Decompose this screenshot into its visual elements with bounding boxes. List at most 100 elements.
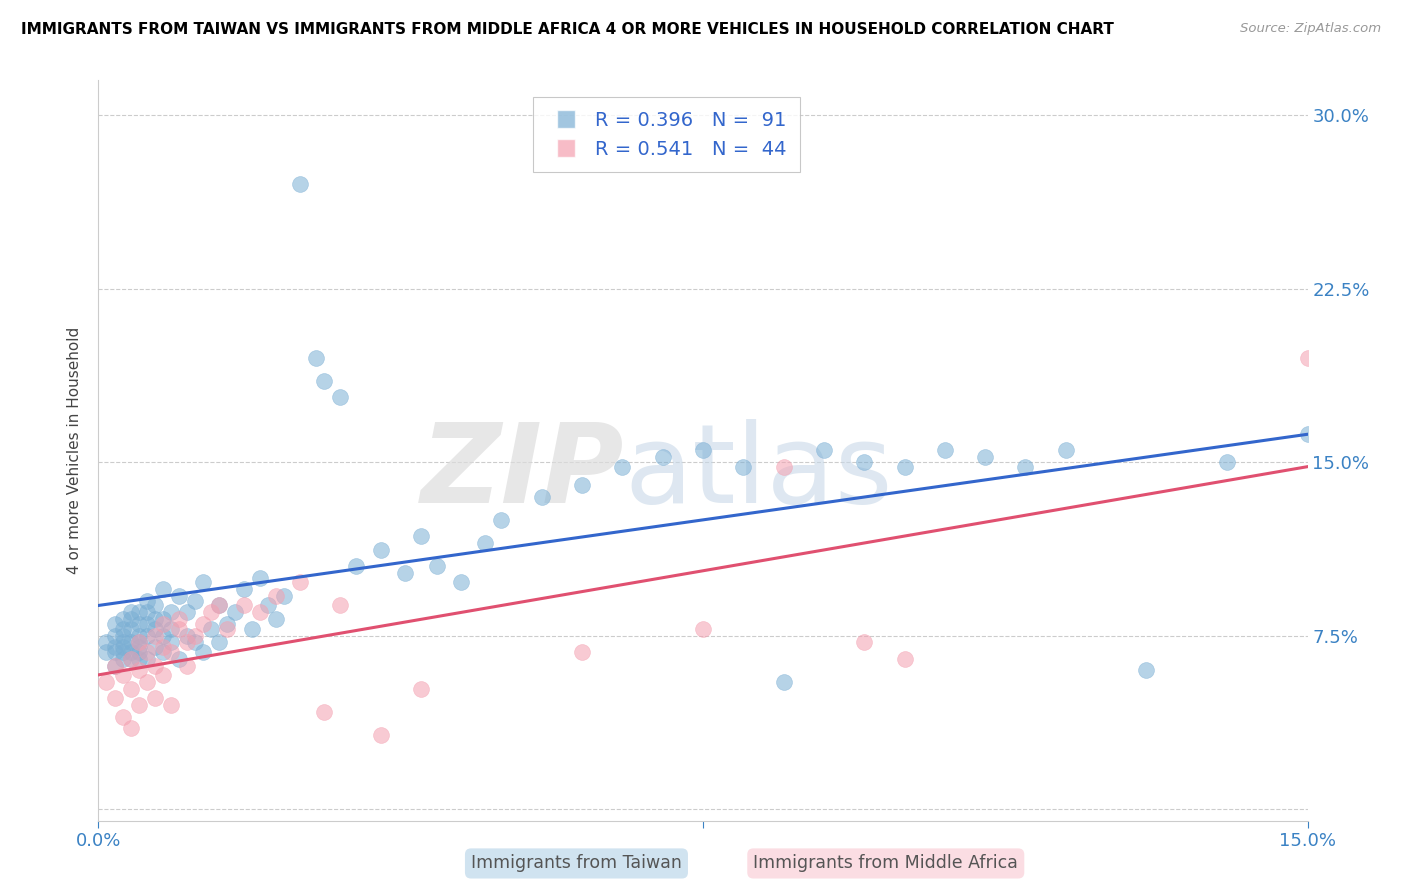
Point bbox=[474, 536, 496, 550]
Point bbox=[208, 635, 231, 649]
Point bbox=[111, 612, 134, 626]
Point bbox=[152, 640, 174, 654]
Point bbox=[128, 617, 150, 632]
Point bbox=[733, 459, 755, 474]
Point bbox=[135, 674, 157, 689]
Point bbox=[264, 589, 287, 603]
Point bbox=[208, 599, 231, 613]
Point bbox=[167, 622, 190, 636]
Point bbox=[143, 691, 166, 706]
Point bbox=[160, 698, 183, 712]
Point bbox=[1135, 663, 1157, 677]
Point bbox=[176, 606, 198, 620]
Point bbox=[120, 645, 142, 659]
Point bbox=[143, 612, 166, 626]
Point bbox=[143, 640, 166, 654]
Point bbox=[111, 651, 134, 665]
Point bbox=[167, 589, 190, 603]
Point bbox=[176, 629, 198, 643]
Point bbox=[128, 635, 150, 649]
Point bbox=[1296, 427, 1319, 442]
Point bbox=[128, 629, 150, 643]
Point bbox=[232, 599, 254, 613]
Point bbox=[111, 709, 134, 723]
Point bbox=[772, 674, 794, 689]
Point bbox=[103, 658, 125, 673]
Point bbox=[217, 617, 239, 632]
Point bbox=[813, 443, 835, 458]
Point bbox=[167, 612, 190, 626]
Point bbox=[111, 645, 134, 659]
Point bbox=[256, 599, 278, 613]
Point bbox=[135, 617, 157, 632]
Point bbox=[143, 622, 166, 636]
Point bbox=[128, 663, 150, 677]
Point bbox=[571, 645, 593, 659]
Point bbox=[143, 599, 166, 613]
Point bbox=[152, 612, 174, 626]
Point bbox=[249, 606, 271, 620]
Point bbox=[288, 575, 311, 590]
Point bbox=[344, 559, 367, 574]
Text: atlas: atlas bbox=[624, 419, 893, 526]
Point bbox=[1054, 443, 1077, 458]
Point bbox=[128, 645, 150, 659]
Point bbox=[1014, 459, 1036, 474]
Point bbox=[612, 459, 634, 474]
Point bbox=[160, 635, 183, 649]
Point bbox=[853, 635, 876, 649]
Point bbox=[152, 617, 174, 632]
Point bbox=[288, 178, 311, 192]
Legend: R = 0.396   N =  91, R = 0.541   N =  44: R = 0.396 N = 91, R = 0.541 N = 44 bbox=[533, 97, 800, 172]
Point bbox=[103, 640, 125, 654]
Point bbox=[264, 612, 287, 626]
Point bbox=[143, 658, 166, 673]
Point bbox=[120, 635, 142, 649]
Point bbox=[450, 575, 472, 590]
Point bbox=[772, 459, 794, 474]
Point bbox=[111, 640, 134, 654]
Point bbox=[160, 622, 183, 636]
Point bbox=[120, 651, 142, 665]
Point bbox=[217, 622, 239, 636]
Point bbox=[160, 645, 183, 659]
Point bbox=[394, 566, 416, 580]
Point bbox=[103, 658, 125, 673]
Point bbox=[370, 543, 392, 558]
Text: Immigrants from Taiwan: Immigrants from Taiwan bbox=[471, 855, 682, 872]
Point bbox=[128, 640, 150, 654]
Point bbox=[135, 594, 157, 608]
Text: Source: ZipAtlas.com: Source: ZipAtlas.com bbox=[1240, 22, 1381, 36]
Point bbox=[193, 645, 215, 659]
Point bbox=[103, 691, 125, 706]
Point bbox=[193, 575, 215, 590]
Point bbox=[853, 455, 876, 469]
Point bbox=[176, 635, 198, 649]
Point bbox=[224, 606, 246, 620]
Point bbox=[167, 651, 190, 665]
Point bbox=[934, 443, 956, 458]
Point bbox=[491, 513, 513, 527]
Point bbox=[128, 651, 150, 665]
Point bbox=[571, 478, 593, 492]
Point bbox=[120, 606, 142, 620]
Point bbox=[96, 635, 118, 649]
Point bbox=[135, 651, 157, 665]
Point bbox=[103, 645, 125, 659]
Point bbox=[111, 668, 134, 682]
Point bbox=[120, 651, 142, 665]
Point bbox=[152, 582, 174, 597]
Point bbox=[160, 606, 183, 620]
Point bbox=[135, 629, 157, 643]
Point bbox=[692, 443, 714, 458]
Point bbox=[232, 582, 254, 597]
Point bbox=[111, 622, 134, 636]
Point bbox=[314, 705, 336, 719]
Point bbox=[893, 459, 915, 474]
Text: IMMIGRANTS FROM TAIWAN VS IMMIGRANTS FROM MIDDLE AFRICA 4 OR MORE VEHICLES IN HO: IMMIGRANTS FROM TAIWAN VS IMMIGRANTS FRO… bbox=[21, 22, 1114, 37]
Point bbox=[184, 635, 207, 649]
Point bbox=[409, 529, 432, 543]
Point bbox=[103, 617, 125, 632]
Point bbox=[96, 674, 118, 689]
Point bbox=[152, 645, 174, 659]
